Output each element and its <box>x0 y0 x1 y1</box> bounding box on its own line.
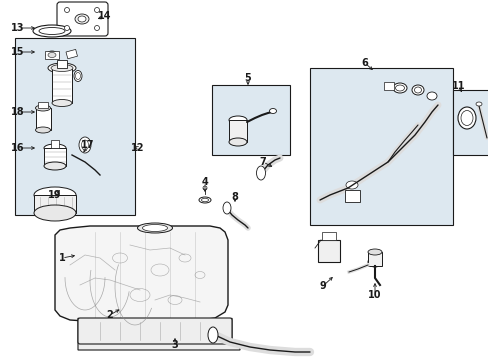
FancyBboxPatch shape <box>78 318 231 344</box>
Text: 8: 8 <box>231 192 238 202</box>
Bar <box>36 108 51 130</box>
Ellipse shape <box>228 116 246 124</box>
Ellipse shape <box>81 140 88 150</box>
Bar <box>317 240 339 262</box>
Ellipse shape <box>414 87 421 93</box>
Text: 2: 2 <box>106 310 113 320</box>
Ellipse shape <box>207 327 218 343</box>
Ellipse shape <box>79 137 91 153</box>
Text: 19: 19 <box>48 190 61 200</box>
Ellipse shape <box>426 92 436 100</box>
Bar <box>228 120 246 142</box>
Text: 1: 1 <box>59 253 65 263</box>
Ellipse shape <box>199 197 210 203</box>
Bar <box>345 190 359 202</box>
Bar <box>15 38 135 215</box>
Ellipse shape <box>269 108 276 113</box>
Text: 15: 15 <box>11 47 25 57</box>
Text: 11: 11 <box>451 81 465 91</box>
Ellipse shape <box>75 14 89 24</box>
Ellipse shape <box>457 107 475 129</box>
Text: 10: 10 <box>367 290 381 300</box>
Circle shape <box>64 8 69 13</box>
Ellipse shape <box>51 64 73 72</box>
Bar <box>321 232 335 240</box>
Text: 9: 9 <box>319 281 325 291</box>
Ellipse shape <box>201 198 208 202</box>
Ellipse shape <box>46 51 58 59</box>
Bar <box>52 68 72 103</box>
Bar <box>44 148 66 166</box>
Text: 3: 3 <box>171 340 178 350</box>
Ellipse shape <box>228 138 246 146</box>
Ellipse shape <box>48 63 76 73</box>
Ellipse shape <box>44 162 66 170</box>
Ellipse shape <box>137 223 172 233</box>
Ellipse shape <box>34 187 76 203</box>
Ellipse shape <box>367 249 381 255</box>
Ellipse shape <box>36 127 50 133</box>
Ellipse shape <box>78 16 86 22</box>
Bar <box>367 252 381 266</box>
Text: 18: 18 <box>11 107 25 117</box>
Bar <box>57 60 67 68</box>
Bar <box>452 90 488 155</box>
Bar <box>383 82 393 90</box>
Ellipse shape <box>346 181 357 189</box>
Ellipse shape <box>203 186 206 190</box>
Text: 16: 16 <box>11 143 25 153</box>
Ellipse shape <box>39 27 65 35</box>
PathPatch shape <box>78 318 240 350</box>
Text: 14: 14 <box>98 11 112 21</box>
Ellipse shape <box>75 72 81 80</box>
Bar <box>38 102 48 108</box>
Ellipse shape <box>34 205 76 221</box>
Text: 13: 13 <box>11 23 25 33</box>
Circle shape <box>64 26 69 31</box>
Ellipse shape <box>411 85 423 95</box>
Text: 17: 17 <box>81 140 95 150</box>
Bar <box>309 68 452 225</box>
Ellipse shape <box>256 166 265 180</box>
Text: 7: 7 <box>259 157 266 167</box>
Ellipse shape <box>33 25 71 37</box>
Text: 5: 5 <box>244 73 251 83</box>
Circle shape <box>94 8 99 13</box>
Ellipse shape <box>142 225 167 231</box>
Circle shape <box>94 26 99 31</box>
Ellipse shape <box>74 71 82 81</box>
Text: 6: 6 <box>361 58 367 68</box>
Ellipse shape <box>367 257 381 267</box>
Text: 12: 12 <box>131 143 144 153</box>
Ellipse shape <box>395 85 404 91</box>
Bar <box>66 49 77 59</box>
FancyBboxPatch shape <box>57 2 108 36</box>
Ellipse shape <box>223 202 230 214</box>
Text: 4: 4 <box>201 177 208 187</box>
Bar <box>34 195 76 213</box>
Ellipse shape <box>475 102 481 106</box>
Ellipse shape <box>36 105 50 111</box>
Ellipse shape <box>392 83 406 93</box>
Bar <box>212 85 289 155</box>
Ellipse shape <box>44 144 66 152</box>
PathPatch shape <box>55 226 227 322</box>
Bar <box>51 140 59 148</box>
Ellipse shape <box>48 53 56 58</box>
Bar <box>45 51 59 59</box>
Ellipse shape <box>460 111 472 126</box>
Ellipse shape <box>52 99 72 107</box>
